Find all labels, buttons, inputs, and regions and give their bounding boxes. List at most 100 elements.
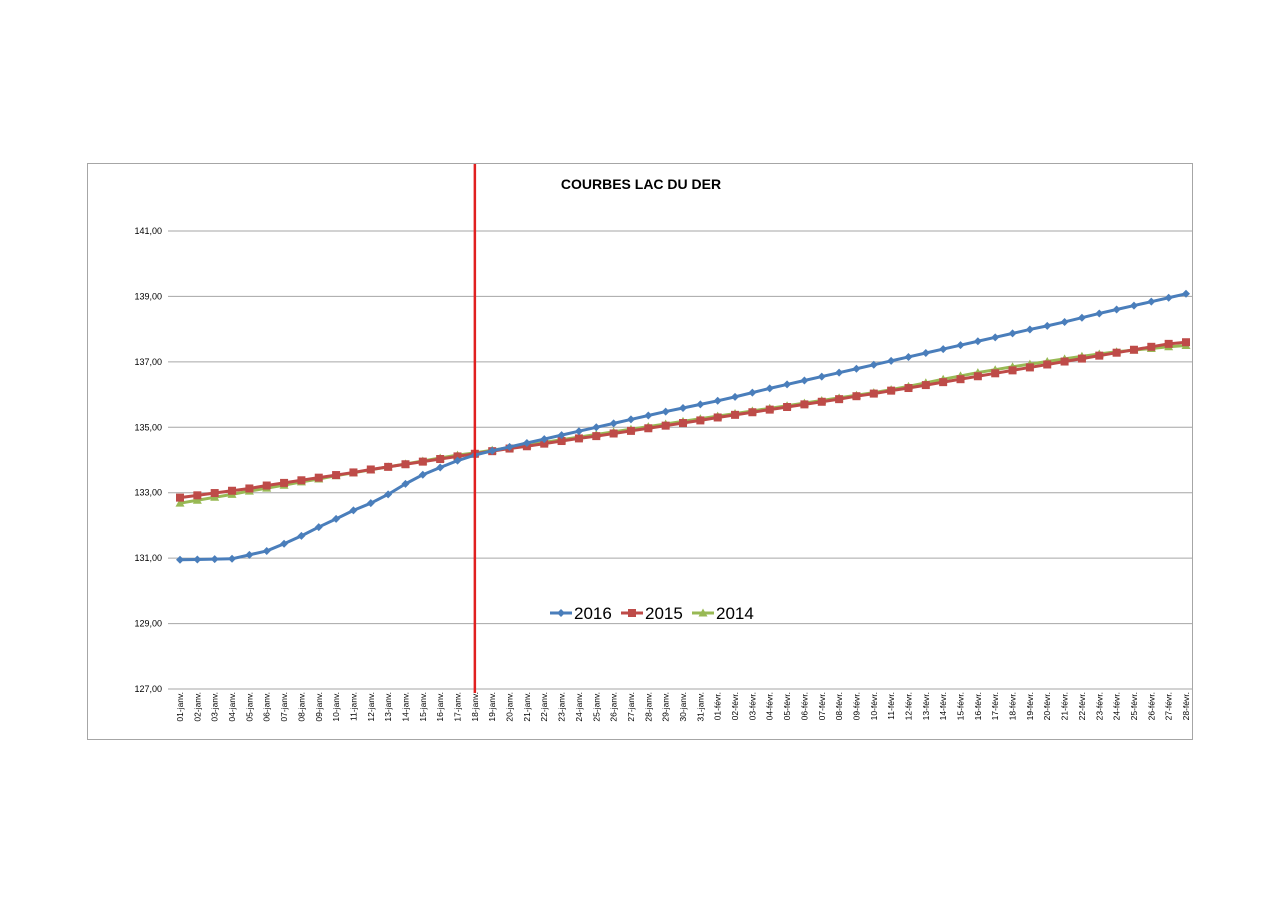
x-tick-label: 19-janv. xyxy=(487,692,497,722)
x-tick-label: 17-févr. xyxy=(990,692,1000,720)
data-point-2015 xyxy=(817,397,826,406)
x-tick-label: 06-févr. xyxy=(799,692,809,720)
x-tick-label: 12-févr. xyxy=(903,692,913,720)
x-tick-label: 16-janv. xyxy=(435,692,445,722)
x-tick-label: 20-janv. xyxy=(505,692,515,722)
data-point-2015 xyxy=(1129,345,1138,354)
data-point-2016 xyxy=(1077,313,1086,322)
data-point-2015 xyxy=(592,432,601,441)
data-point-2015 xyxy=(349,468,358,477)
legend-marker xyxy=(557,609,565,617)
data-point-2016 xyxy=(748,388,757,397)
data-point-2016 xyxy=(939,345,948,354)
data-point-2015 xyxy=(1025,363,1034,372)
data-point-2016 xyxy=(262,546,271,555)
x-tick-label: 31-janv. xyxy=(695,692,705,722)
data-point-2016 xyxy=(679,403,687,412)
x-tick-label: 11-janv. xyxy=(348,692,358,721)
data-point-2016 xyxy=(887,356,896,365)
data-point-2016 xyxy=(557,431,566,440)
legend: 2016 2015 2014 xyxy=(550,604,754,623)
legend-label: 2016 xyxy=(574,604,612,623)
data-point-2016 xyxy=(1164,293,1173,302)
data-point-2016 xyxy=(314,523,323,532)
data-point-2016 xyxy=(505,442,514,451)
y-tick-label: 131,00 xyxy=(134,553,162,563)
data-point-2016 xyxy=(488,446,497,455)
x-tick-label: 28-janv. xyxy=(643,692,653,722)
legend-marker xyxy=(628,609,636,617)
data-point-2015 xyxy=(453,452,462,461)
data-point-2015 xyxy=(679,419,687,428)
x-tick-label: 11-févr. xyxy=(886,692,896,720)
data-point-2015 xyxy=(852,392,861,401)
data-point-2016 xyxy=(783,380,792,389)
x-tick-label: 22-févr. xyxy=(1077,692,1087,720)
data-point-2015 xyxy=(1164,339,1173,348)
data-point-2016 xyxy=(661,407,670,416)
y-tick-label: 137,00 xyxy=(134,357,162,367)
data-point-2016 xyxy=(1008,329,1017,338)
data-point-2015 xyxy=(956,375,965,384)
data-point-2016 xyxy=(1112,305,1121,314)
y-tick-label: 133,00 xyxy=(134,488,162,498)
data-point-2016 xyxy=(297,531,306,540)
data-point-2016 xyxy=(817,372,826,381)
data-point-2015 xyxy=(1008,366,1017,375)
data-point-2015 xyxy=(297,476,306,485)
data-point-2016 xyxy=(592,423,601,432)
data-point-2015 xyxy=(1043,360,1052,369)
x-tick-label: 02-janv. xyxy=(192,692,202,722)
x-tick-label: 15-févr. xyxy=(956,692,966,720)
x-tick-label: 21-janv. xyxy=(522,692,532,722)
x-axis-tick-labels: 01-janv. 02-janv. 03-janv. 04-janv. 05-janv.… xyxy=(175,692,1191,722)
data-point-2016 xyxy=(1147,297,1156,306)
data-point-2015 xyxy=(384,462,393,471)
data-point-2016 xyxy=(349,506,358,515)
x-tick-label: 22-janv. xyxy=(539,692,549,722)
data-point-2016 xyxy=(453,456,462,465)
x-tick-label: 02-févr. xyxy=(730,692,740,720)
legend-marker xyxy=(698,608,708,617)
legend-item-2015: 2015 xyxy=(621,604,683,623)
data-point-2015 xyxy=(696,416,705,425)
data-point-2015 xyxy=(765,405,774,414)
x-tick-label: 25-févr. xyxy=(1129,692,1139,720)
data-point-2015 xyxy=(800,400,809,409)
x-tick-label: 26-févr. xyxy=(1146,692,1156,720)
gridlines xyxy=(168,230,1192,690)
y-tick-label: 135,00 xyxy=(134,422,162,432)
x-tick-label: 18-févr. xyxy=(1008,692,1018,720)
data-point-2016 xyxy=(384,490,393,499)
data-point-2015 xyxy=(418,457,427,466)
data-point-2016 xyxy=(418,470,427,479)
x-tick-label: 05-janv. xyxy=(244,692,254,722)
data-point-2015 xyxy=(1182,338,1190,347)
x-tick-label: 17-janv. xyxy=(453,692,463,722)
x-tick-label: 23-févr. xyxy=(1094,692,1104,720)
data-point-2016 xyxy=(731,392,740,401)
data-point-2015 xyxy=(245,484,254,493)
data-point-2015 xyxy=(644,424,653,433)
x-tick-label: 08-janv. xyxy=(296,692,306,722)
data-point-2016 xyxy=(609,419,618,428)
x-tick-label: 16-févr. xyxy=(973,692,983,720)
x-tick-label: 13-janv. xyxy=(383,692,393,722)
data-point-2015 xyxy=(366,465,375,474)
data-point-2014 xyxy=(175,498,185,507)
data-point-2015 xyxy=(210,489,219,498)
data-point-2015 xyxy=(783,403,792,412)
x-tick-label: 20-févr. xyxy=(1042,692,1052,720)
data-point-2015 xyxy=(991,369,1000,378)
data-point-2015 xyxy=(1112,348,1121,357)
data-point-2016 xyxy=(245,550,254,559)
x-tick-label: 21-févr. xyxy=(1060,692,1070,720)
data-point-2016 xyxy=(869,360,878,369)
data-point-2016 xyxy=(904,352,913,361)
data-point-2016 xyxy=(626,415,635,424)
x-tick-label: 05-févr. xyxy=(782,692,792,720)
data-point-2015 xyxy=(887,386,896,395)
data-point-2015 xyxy=(401,460,410,469)
x-tick-label: 04-janv. xyxy=(227,692,237,722)
data-point-2016 xyxy=(1060,317,1069,326)
